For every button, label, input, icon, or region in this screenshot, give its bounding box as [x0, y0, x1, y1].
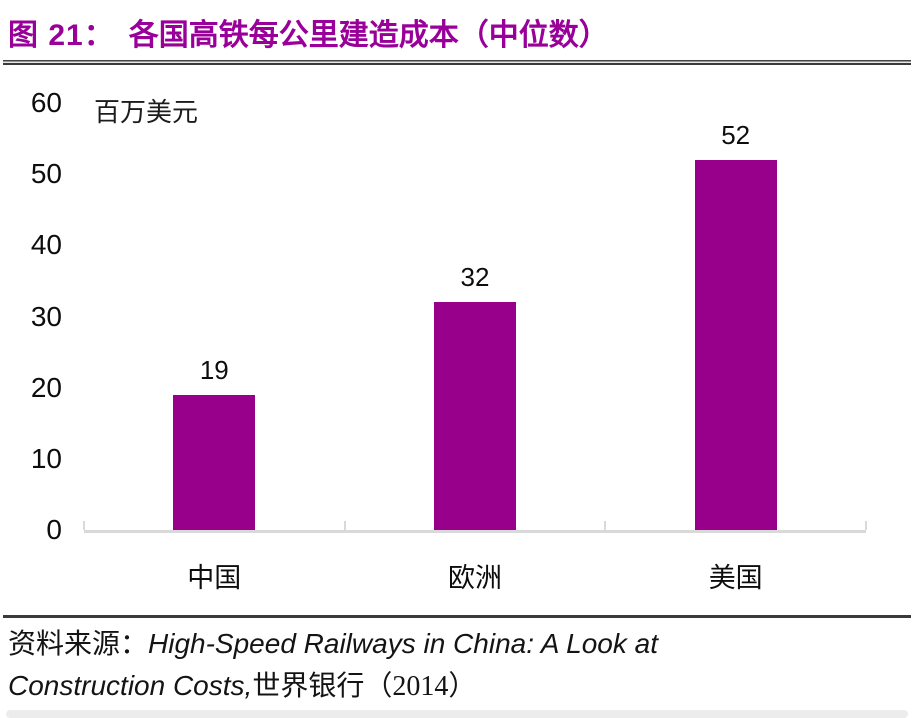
x-axis-tick	[83, 521, 85, 530]
source-label: 资料来源：	[8, 629, 149, 660]
figure-number: 图 21：	[8, 19, 115, 52]
bar	[434, 302, 516, 530]
y-axis-tick-label: 50	[30, 158, 62, 190]
x-axis-tick	[604, 521, 607, 530]
y-axis-tick-label: 60	[30, 87, 62, 118]
source-publication-title: High-Speed Railways in China: A Look at …	[8, 628, 658, 701]
y-axis-unit-label: 百万美元	[94, 97, 199, 127]
y-axis-tick-label: 10	[30, 442, 62, 474]
y-axis-tick-label: 40	[30, 229, 62, 261]
y-axis-tick-label: 30	[30, 300, 62, 332]
bar-value-label: 32	[460, 262, 490, 293]
plot-area: 百万美元 0 10 20 30 40 50 60 19 中国 32 欧洲 52 美国	[30, 87, 867, 593]
page-bottom-strip	[6, 710, 908, 718]
y-axis-tick-label: 20	[30, 371, 62, 403]
y-axis-tick-label: 0	[46, 514, 62, 545]
bottom-divider	[3, 615, 911, 618]
figure-title-text: 各国高铁每公里建造成本（中位数）	[128, 19, 609, 52]
figure-title: 图 21： 各国高铁每公里建造成本（中位数）	[8, 10, 908, 54]
bar	[173, 394, 256, 530]
top-divider	[3, 60, 911, 65]
x-axis-category-label: 中国	[187, 563, 242, 593]
x-axis-tick	[865, 521, 867, 530]
bar-value-label: 52	[721, 119, 751, 150]
bar	[694, 159, 777, 530]
source-note: 资料来源：High-Speed Railways in China: A Loo…	[8, 624, 788, 707]
x-axis-line	[84, 530, 866, 533]
x-axis-category-label: 欧洲	[448, 563, 502, 593]
x-axis-tick	[343, 521, 346, 530]
source-publisher: 世界银行（2014）	[252, 670, 477, 702]
x-axis-category-label: 美国	[708, 563, 763, 593]
bar-value-label: 19	[199, 354, 229, 385]
